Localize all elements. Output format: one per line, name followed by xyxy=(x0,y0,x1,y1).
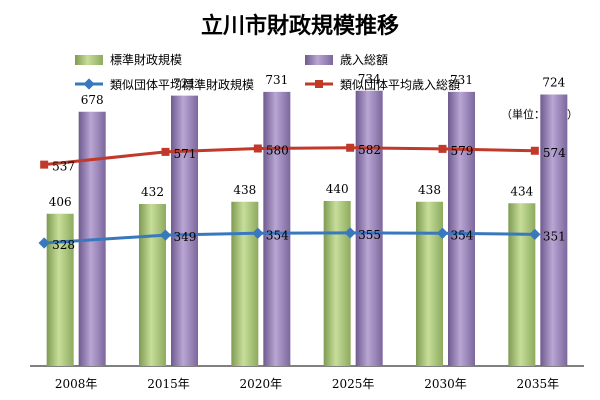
data-label-avg-total-revenue: 574 xyxy=(543,146,566,160)
legend-label-avg-total-revenue: 類似団体平均歳入総額 xyxy=(340,78,460,92)
data-label-avg-standard-scale: 328 xyxy=(52,238,75,252)
legend-swatch-standard-scale xyxy=(75,55,103,65)
data-label-total-revenue: 731 xyxy=(265,73,288,87)
data-label-total-revenue: 724 xyxy=(542,76,565,90)
x-tick-label: 2020年 xyxy=(240,377,283,391)
data-label-total-revenue: 721 xyxy=(173,77,196,91)
bar-standard-scale xyxy=(416,201,443,366)
marker-avg-total-revenue xyxy=(40,160,49,169)
bar-total-revenue xyxy=(171,95,198,366)
marker-avg-standard-scale xyxy=(344,227,356,239)
legend: 標準財政規模 歳入総額 類似団体平均標準財政規模 類似団体平均歳入総額 xyxy=(75,52,460,92)
marker-avg-standard-scale xyxy=(436,227,449,239)
data-label-avg-standard-scale: 349 xyxy=(174,230,197,244)
marker-avg-total-revenue xyxy=(253,144,262,153)
legend-label-total-revenue: 歳入総額 xyxy=(340,53,388,67)
line-avg-standard-scale xyxy=(44,231,535,245)
data-label-total-revenue: 678 xyxy=(81,93,104,107)
data-label-avg-total-revenue: 579 xyxy=(451,144,474,158)
bar-total-revenue xyxy=(263,91,291,366)
data-label-avg-standard-scale: 355 xyxy=(358,228,381,242)
bar-total-revenue xyxy=(448,91,475,366)
legend-marker-avg-total-revenue xyxy=(315,80,323,88)
chart-title: 立川市財政規模推移 xyxy=(201,13,399,39)
bar-total-revenue xyxy=(355,90,383,366)
marker-avg-total-revenue xyxy=(346,143,355,152)
data-label-avg-total-revenue: 582 xyxy=(358,143,381,157)
marker-avg-total-revenue xyxy=(161,147,170,156)
bar-standard-scale xyxy=(508,203,536,366)
x-tick-label: 2035年 xyxy=(517,377,560,391)
bar-standard-scale xyxy=(231,201,259,366)
marker-avg-standard-scale xyxy=(38,237,50,249)
data-label-standard-scale: 438 xyxy=(418,183,441,197)
data-label-standard-scale: 406 xyxy=(49,195,72,209)
data-label-avg-standard-scale: 354 xyxy=(451,228,474,242)
marker-avg-standard-scale xyxy=(529,228,541,241)
data-label-standard-scale: 438 xyxy=(233,183,256,197)
legend-swatch-total-revenue xyxy=(305,55,333,65)
marker-avg-standard-scale xyxy=(159,229,172,241)
x-tick-label: 2025年 xyxy=(332,377,375,391)
data-label-avg-total-revenue: 571 xyxy=(174,147,197,161)
x-tick-label: 2015年 xyxy=(147,377,190,391)
data-label-avg-total-revenue: 537 xyxy=(52,160,75,174)
bar-standard-scale xyxy=(46,213,74,366)
data-label-standard-scale: 440 xyxy=(326,182,349,196)
bar-total-revenue xyxy=(540,94,568,366)
data-label-standard-scale: 434 xyxy=(510,184,533,198)
data-label-total-revenue: 734 xyxy=(358,72,381,86)
legend-label-standard-scale: 標準財政規模 xyxy=(110,52,182,67)
data-label-avg-standard-scale: 354 xyxy=(266,228,289,242)
data-label-avg-total-revenue: 580 xyxy=(266,144,289,158)
data-label-standard-scale: 432 xyxy=(141,185,164,199)
data-label-total-revenue: 731 xyxy=(450,73,473,87)
x-tick-label: 2008年 xyxy=(55,377,98,391)
plot-area: 2008年 2015年 2020年 2025年 2030年 2035年 406 432 438 4… xyxy=(30,72,584,391)
x-tick-label: 2030年 xyxy=(424,377,467,391)
marker-avg-total-revenue xyxy=(438,144,447,153)
bar-standard-scale xyxy=(139,204,166,366)
legend-marker-avg-standard-scale xyxy=(83,78,95,90)
legend-label-avg-standard-scale: 類似団体平均標準財政規模 xyxy=(110,77,254,92)
data-label-avg-standard-scale: 351 xyxy=(543,229,566,243)
bar-standard-scale xyxy=(323,201,351,366)
marker-avg-total-revenue xyxy=(530,146,539,155)
line-avg-total-revenue xyxy=(44,146,535,167)
